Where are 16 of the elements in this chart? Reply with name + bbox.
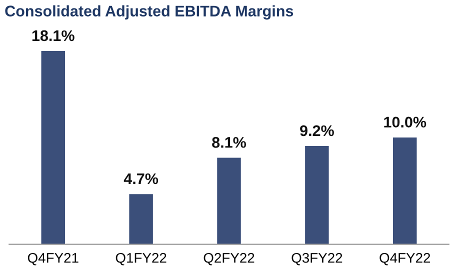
- x-tick-label: Q4FY22: [380, 252, 430, 266]
- data-label: 8.1%: [212, 137, 246, 148]
- bar: [217, 158, 241, 244]
- x-tick-label: Q3FY22: [292, 252, 342, 266]
- x-tick-label: Q2FY22: [204, 252, 254, 266]
- x-tick-label: Q4FY21: [28, 252, 78, 266]
- data-label: 4.7%: [124, 173, 158, 184]
- bar: [305, 146, 329, 244]
- bar: [41, 51, 65, 244]
- x-tick-label: Q1FY22: [116, 252, 166, 266]
- data-label: 18.1%: [32, 30, 74, 42]
- data-label: 10.0%: [384, 116, 426, 128]
- chart-title: Consolidated Adjusted EBITDA Margins: [5, 5, 294, 20]
- bar: [393, 138, 417, 244]
- bar: [129, 194, 153, 244]
- data-label: 9.2%: [300, 125, 334, 136]
